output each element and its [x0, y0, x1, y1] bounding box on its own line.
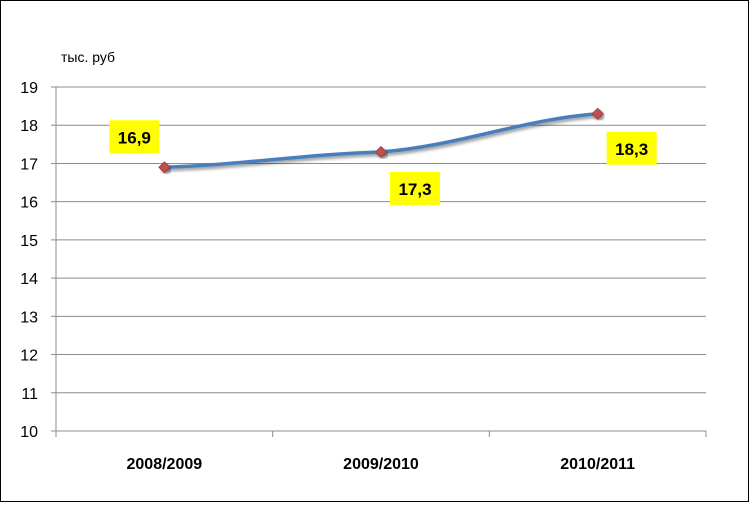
data-label: 16,9: [118, 128, 151, 147]
y-tick-label: 19: [20, 80, 38, 97]
data-label-box: [109, 120, 160, 154]
y-tick-label: 12: [20, 348, 38, 365]
y-tick-label: 10: [20, 424, 38, 441]
series-layer: [158, 107, 604, 174]
data-point-marker: [374, 145, 388, 159]
data-label-box: [390, 171, 440, 205]
x-tick-labels: 2008/2009 2009/2010 2010/2011: [127, 456, 636, 473]
chart-border: [0, 0, 749, 502]
x-tick-label: 2010/2011: [560, 456, 635, 473]
x-tick-label: 2008/2009: [127, 456, 203, 473]
y-tick-label: 17: [20, 156, 38, 173]
y-tick-label: 14: [20, 271, 38, 288]
y-tick-label: 18: [20, 118, 38, 135]
y-tick-label: 13: [20, 309, 38, 326]
y-unit-label: тыс. руб: [61, 49, 115, 65]
data-label-box: [606, 131, 657, 165]
y-tick-labels: 10 11 12 13 14 15 16 17 18 19: [20, 80, 38, 441]
data-labels: 16,9 17,3 18,3: [109, 120, 657, 205]
x-tick-label: 2009/2010: [343, 456, 419, 473]
y-tick-label: 11: [21, 386, 38, 403]
data-point-marker: [591, 107, 604, 120]
axes: [51, 86, 707, 437]
gridlines: [56, 86, 706, 394]
y-tick-label: 15: [20, 233, 38, 250]
data-label: 17,3: [398, 180, 431, 199]
y-tick-label: 16: [20, 195, 38, 212]
data-point-marker: [158, 161, 171, 174]
data-label: 18,3: [615, 140, 648, 159]
